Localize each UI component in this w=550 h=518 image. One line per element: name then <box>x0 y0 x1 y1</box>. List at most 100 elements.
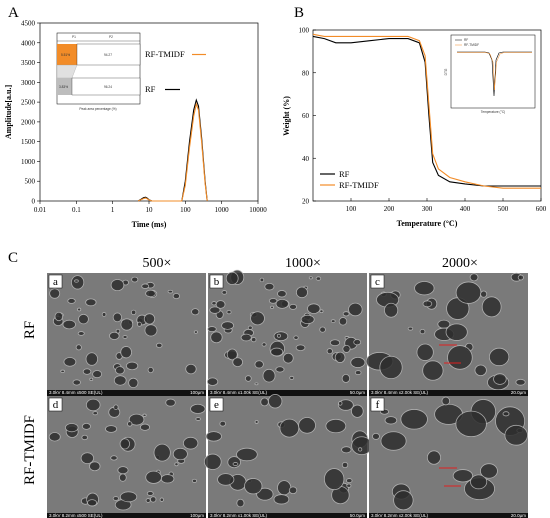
sem-pore <box>447 345 473 370</box>
sem-pore <box>217 473 235 486</box>
sem-pore <box>67 298 76 304</box>
sem-pore <box>236 447 258 462</box>
sem-pore <box>384 416 398 425</box>
sem-pore <box>119 438 130 450</box>
sem-pore <box>277 480 292 496</box>
sem-tile-b: 3.0kV 8.4mm x1.00k SE(UL) 50.0μm b <box>206 269 367 396</box>
sem-pore <box>452 469 474 483</box>
sem-pore <box>469 273 479 282</box>
sem-pore <box>130 309 137 315</box>
sem-pore <box>261 342 267 347</box>
chart-b-xtick-label: 400 <box>460 205 471 213</box>
sem-pore <box>110 455 118 461</box>
sem-info-bar-f <box>369 513 528 518</box>
chart-b-legend: RF RF-TMIDF <box>320 169 379 190</box>
sem-tag-b: b <box>214 276 220 288</box>
sem-pore <box>379 355 403 380</box>
sem-pore <box>348 302 363 317</box>
sem-pore <box>195 417 201 421</box>
sem-pore <box>326 348 333 355</box>
sem-pore <box>110 279 125 292</box>
sem-pore <box>174 462 179 467</box>
sem-pore <box>119 491 138 503</box>
sem-pore <box>256 487 274 501</box>
chart-b-ytick-label: 60 <box>302 112 310 120</box>
sem-tag-box-d <box>48 397 63 412</box>
inset-b-legend-tmidf: RF-TMIDF <box>464 43 479 47</box>
sem-pore <box>63 357 77 367</box>
sem-pore <box>414 281 435 296</box>
inset-a-xlabel: Peak area percentage (%) <box>79 107 116 111</box>
sem-row-rf: RF <box>22 321 38 339</box>
sem-pore <box>416 343 434 361</box>
sem-pore <box>380 431 407 451</box>
sem-pore <box>119 473 127 482</box>
sem-pore <box>191 308 200 316</box>
sem-scale-d: 100μm <box>190 513 204 518</box>
legend-b-label-tmidf: RF-TMIDF <box>339 180 379 190</box>
sem-pore <box>295 286 308 299</box>
sem-pore <box>455 410 487 438</box>
inset-a-col-p1: P1 <box>72 35 76 39</box>
chart-b-xtick-label: 300 <box>422 205 433 213</box>
sem-pore <box>112 496 119 501</box>
panel-label-b: B <box>294 5 304 21</box>
sem-pore <box>270 347 284 357</box>
sem-pore <box>358 447 363 452</box>
sem-pore <box>81 422 91 430</box>
sem-pore <box>72 379 81 386</box>
sem-scale-b: 50.0μm <box>350 390 365 395</box>
sem-pore <box>268 298 278 304</box>
sem-image-a <box>47 273 206 396</box>
sem-caption-e: 3.0kV 8.2mm x1.00k SE(UL) <box>210 513 268 518</box>
sem-pore <box>341 373 351 383</box>
sem-pore <box>422 300 433 308</box>
sem-pore <box>315 276 322 281</box>
sem-pore <box>167 289 174 294</box>
chart-a-series-rf-tmidf <box>137 102 208 202</box>
sem-pore <box>341 461 349 469</box>
sem-caption-c: 3.0kV 8.4mm x2.00k SE(UL) <box>371 390 429 395</box>
sem-pore <box>480 463 498 479</box>
sem-info-bar-c <box>369 390 528 396</box>
inset-label-tmidf-p2: 94.27 <box>104 53 112 57</box>
inset-b-ylabel: DTG <box>444 68 448 75</box>
sem-pore <box>65 423 79 433</box>
sem-pore <box>268 394 283 409</box>
chart-b-ytick-label: 100 <box>299 27 310 35</box>
sem-pore <box>276 333 281 338</box>
sem-pore <box>131 276 139 283</box>
sem-pore <box>190 403 206 414</box>
chart-b-xlabel: Temperature (°C) <box>397 219 458 228</box>
sem-pore <box>150 496 157 503</box>
chart-b-xtick-label: 100 <box>346 205 357 213</box>
sem-pore <box>144 324 158 337</box>
chart-a-ytick-label: 3000 <box>21 79 36 87</box>
sem-pore <box>54 311 64 322</box>
sem-pore <box>240 333 252 342</box>
sem-pore <box>419 329 426 335</box>
sem-scale-e: 50.0μm <box>350 513 365 518</box>
sem-pore <box>159 497 164 502</box>
sem-tile-d: 3.0kV 8.2mm x500 SE(UL) 100μm d <box>47 396 206 518</box>
sem-pore <box>145 289 156 298</box>
inset-b-dtg-rf <box>457 51 532 97</box>
sem-pore <box>250 311 265 326</box>
sem-pore <box>210 331 223 344</box>
chart-a-xtick-label: 10000 <box>249 206 267 214</box>
chart-a-legend: RF-TMIDF RF <box>145 49 206 94</box>
chart-b-ylabel: Weight (%) <box>282 96 291 136</box>
sem-scale-c: 20.0μm <box>511 390 526 395</box>
chart-a-ytick-label: 4500 <box>21 20 36 28</box>
chart-a-series-rf <box>137 98 208 202</box>
sem-pore <box>350 357 366 368</box>
sem-pore <box>259 277 265 283</box>
sem-pore <box>77 307 82 312</box>
sem-tag-c: c <box>375 276 380 288</box>
sem-mag-1000: 1000× <box>285 256 321 271</box>
sem-pore <box>275 298 289 309</box>
sem-pore <box>384 302 399 318</box>
sem-mag-2000: 2000× <box>442 256 478 271</box>
sem-pore <box>211 301 217 306</box>
